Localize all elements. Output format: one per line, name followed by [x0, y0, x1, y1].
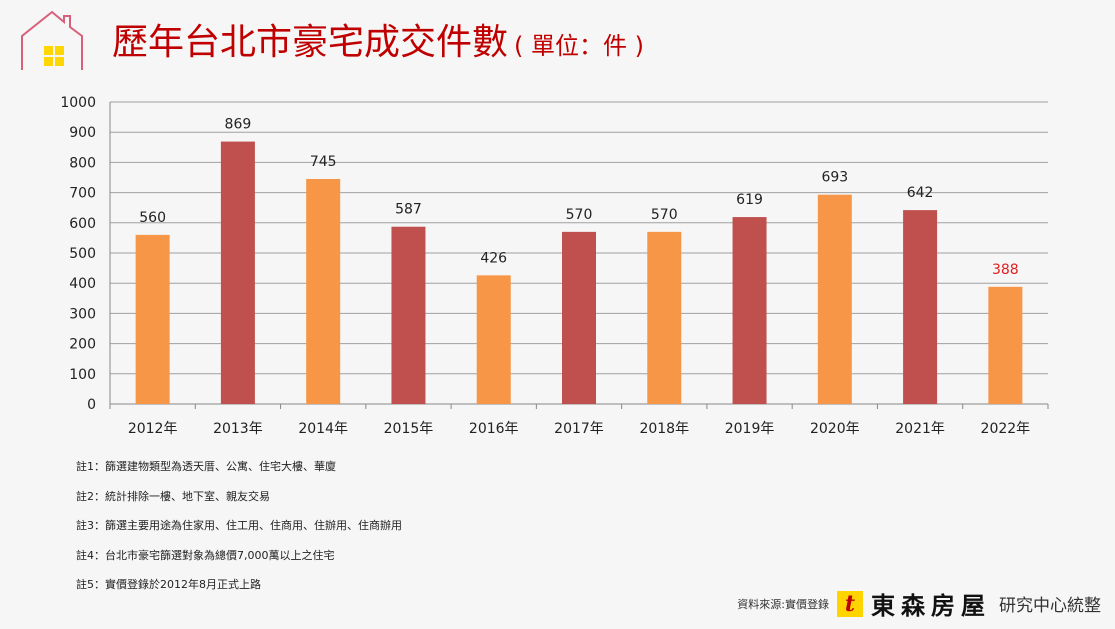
x-tick-label: 2018年 [639, 421, 689, 437]
bar [391, 226, 426, 404]
data-label: 587 [395, 202, 422, 218]
x-tick-label: 2012年 [128, 421, 178, 437]
footer: 資料來源:實價登錄 t 東森房屋 研究中心統整 [737, 586, 1101, 621]
bar [306, 179, 341, 404]
note-2: 註2：統計排除一樓、地下室、親友交易 [76, 489, 270, 503]
data-source: 資料來源:實價登錄 [737, 597, 829, 611]
bar [562, 231, 596, 404]
y-tick-label: 400 [69, 276, 96, 292]
data-label: 560 [139, 210, 166, 226]
x-tick-label: 2015年 [384, 421, 434, 437]
note-3: 註3：篩選主要用途為住家用、住工用、住商用、住辦用、住商辦用 [76, 519, 402, 532]
page-title: 歷年台北市豪宅成交件數( 單位：件 ) [112, 18, 644, 71]
bar [647, 231, 682, 404]
data-label: 869 [225, 117, 252, 133]
data-label: 619 [736, 192, 763, 208]
y-tick-label: 600 [69, 216, 96, 232]
data-label: 642 [907, 185, 934, 201]
data-label: 388 [992, 262, 1019, 278]
x-tick-label: 2021年 [895, 421, 945, 437]
bar [476, 275, 511, 404]
title-text: 歷年台北市豪宅成交件數 [112, 22, 509, 63]
x-tick-label: 2020年 [810, 421, 860, 437]
department: 研究中心統整 [999, 596, 1101, 616]
note-5: 註5：實價登錄於2012年8月正式上路 [76, 578, 261, 591]
data-label: 570 [566, 207, 593, 223]
brand-logo-icon: t [837, 590, 863, 617]
data-label: 426 [480, 250, 507, 266]
x-tick-label: 2017年 [554, 421, 604, 437]
title-unit: ( 單位：件 ) [514, 32, 644, 60]
x-tick-label: 2016年 [469, 421, 519, 437]
y-tick-label: 500 [69, 246, 96, 262]
data-label: 570 [651, 207, 678, 223]
y-tick-label: 800 [69, 155, 96, 171]
bar [988, 286, 1023, 404]
bar [220, 141, 255, 404]
brand-name: 東森房屋 [871, 591, 991, 620]
x-tick-label: 2013年 [213, 421, 263, 437]
data-label: 745 [310, 154, 337, 170]
x-tick-label: 2019年 [725, 421, 775, 437]
note-1: 註1：篩選建物類型為透天厝、公寓、住宅大樓、華廈 [76, 460, 336, 473]
y-tick-label: 100 [69, 367, 96, 383]
house-logo-icon [21, 10, 83, 70]
y-tick-label: 200 [69, 337, 96, 353]
note-4: 註4：台北市豪宅篩選對象為總價7,000萬以上之住宅 [76, 548, 335, 562]
bar [817, 194, 852, 404]
data-label: 693 [821, 170, 848, 186]
bar [903, 210, 938, 404]
x-tick-label: 2014年 [298, 421, 348, 437]
y-tick-label: 700 [69, 186, 96, 202]
bar [135, 234, 170, 404]
bar [732, 217, 767, 404]
x-tick-label: 2022年 [981, 421, 1031, 437]
y-tick-label: 300 [69, 306, 96, 322]
y-tick-label: 900 [69, 125, 96, 141]
bar-chart: 0 100 200 300 400 500 600 700 800 900 1000 560 2012年… [60, 95, 1049, 437]
y-tick-label: 1000 [60, 95, 96, 111]
y-tick-label: 0 [87, 397, 96, 413]
notes: 註1：篩選建物類型為透天厝、公寓、住宅大樓、華廈 註2：統計排除一樓、地下室、親… [76, 459, 402, 607]
